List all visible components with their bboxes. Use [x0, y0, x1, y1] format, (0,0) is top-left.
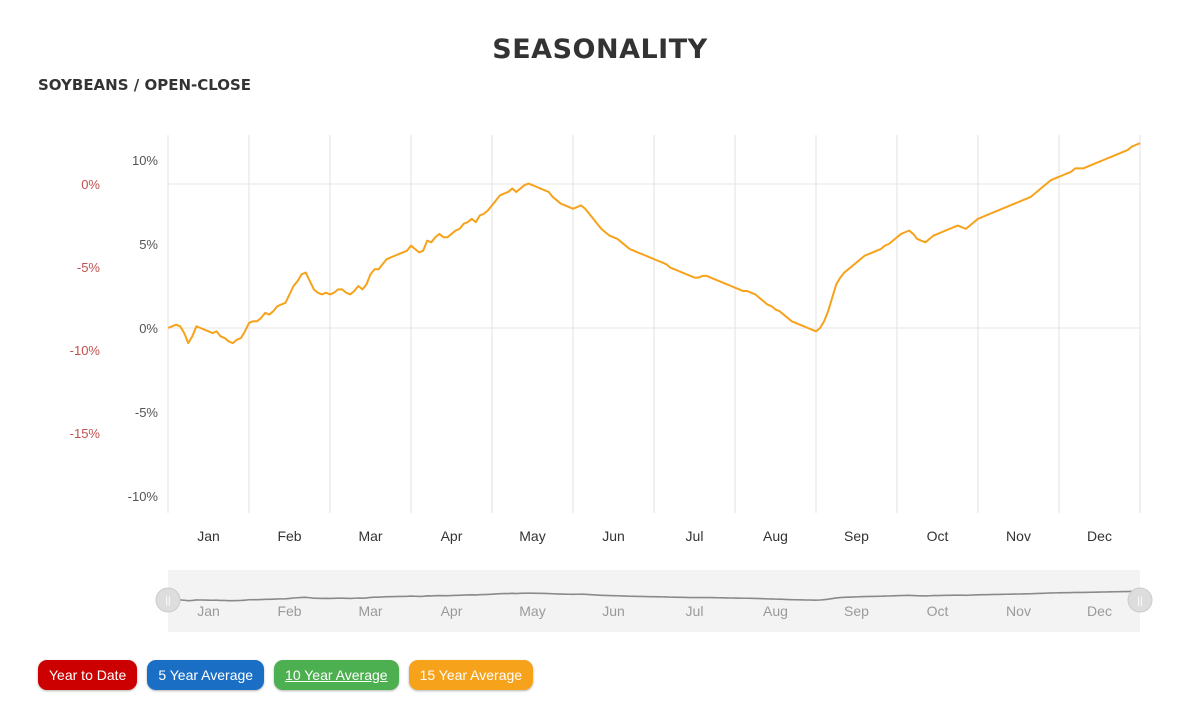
navigator-label: Mar — [358, 603, 382, 619]
navigator-label: Dec — [1087, 603, 1112, 619]
x-tick-label: Jan — [197, 528, 220, 544]
legend-button-year-to-date[interactable]: Year to Date — [38, 660, 138, 690]
navigator-label: Sep — [844, 603, 869, 619]
navigator-label: May — [519, 603, 545, 619]
navigator-left-handle-grip: || — [165, 596, 170, 607]
y-right-tick-label: 0% — [81, 177, 100, 192]
x-tick-label: Mar — [358, 528, 382, 544]
x-tick-label: Oct — [927, 528, 949, 544]
navigator-label: Apr — [441, 603, 463, 619]
page-title: SEASONALITY — [492, 34, 708, 65]
navigator-line — [167, 590, 1141, 602]
x-tick-label: Dec — [1087, 528, 1112, 544]
y-left-tick-label: 0% — [139, 321, 158, 336]
seasonality-chart: 10% 5% 0% -5% -10% 0% -5% -10% -15% Jan Feb Mar Apr M… — [70, 135, 1153, 632]
navigator-right-handle — [1127, 587, 1153, 613]
legend-button-15-year-average[interactable]: 15 Year Average — [408, 660, 534, 690]
navigator-label: Jan — [197, 603, 220, 619]
y-right-tick-label: -15% — [70, 426, 101, 441]
y-left-tick-label: 5% — [139, 237, 158, 252]
x-tick-label: Nov — [1006, 528, 1031, 544]
y-right-tick-label: -10% — [70, 343, 101, 358]
navigator-left-handle — [155, 587, 181, 613]
legend-button-10-year-average[interactable]: 10 Year Average — [274, 660, 399, 690]
navigator-label: Jun — [602, 603, 625, 619]
navigator-label: Feb — [277, 603, 301, 619]
x-tick-label: Jun — [602, 528, 625, 544]
navigator-right-handle-grip: || — [1137, 596, 1142, 607]
navigator-label: Jul — [686, 603, 704, 619]
navigator-label: Aug — [763, 603, 788, 619]
y-left-tick-label: -10% — [128, 489, 159, 504]
x-tick-label: Apr — [441, 528, 463, 544]
legend-button-5-year-average[interactable]: 5 Year Average — [147, 660, 265, 690]
y-right-tick-label: -5% — [77, 260, 101, 275]
x-tick-label: May — [519, 528, 545, 544]
series-line — [167, 142, 1141, 345]
navigator-background — [168, 570, 1140, 632]
y-left-tick-label: -5% — [135, 405, 159, 420]
navigator-label: Oct — [927, 603, 949, 619]
series-legend: Year to Date 5 Year Average 10 Year Averag… — [38, 660, 534, 690]
y-left-tick-label: 10% — [132, 153, 158, 168]
navigator-label: Nov — [1006, 603, 1031, 619]
x-tick-label: Jul — [686, 528, 704, 544]
chart-subtitle: SOYBEANS / OPEN-CLOSE — [38, 76, 252, 94]
x-tick-label: Feb — [277, 528, 301, 544]
x-tick-label: Sep — [844, 528, 869, 544]
x-tick-label: Aug — [763, 528, 788, 544]
